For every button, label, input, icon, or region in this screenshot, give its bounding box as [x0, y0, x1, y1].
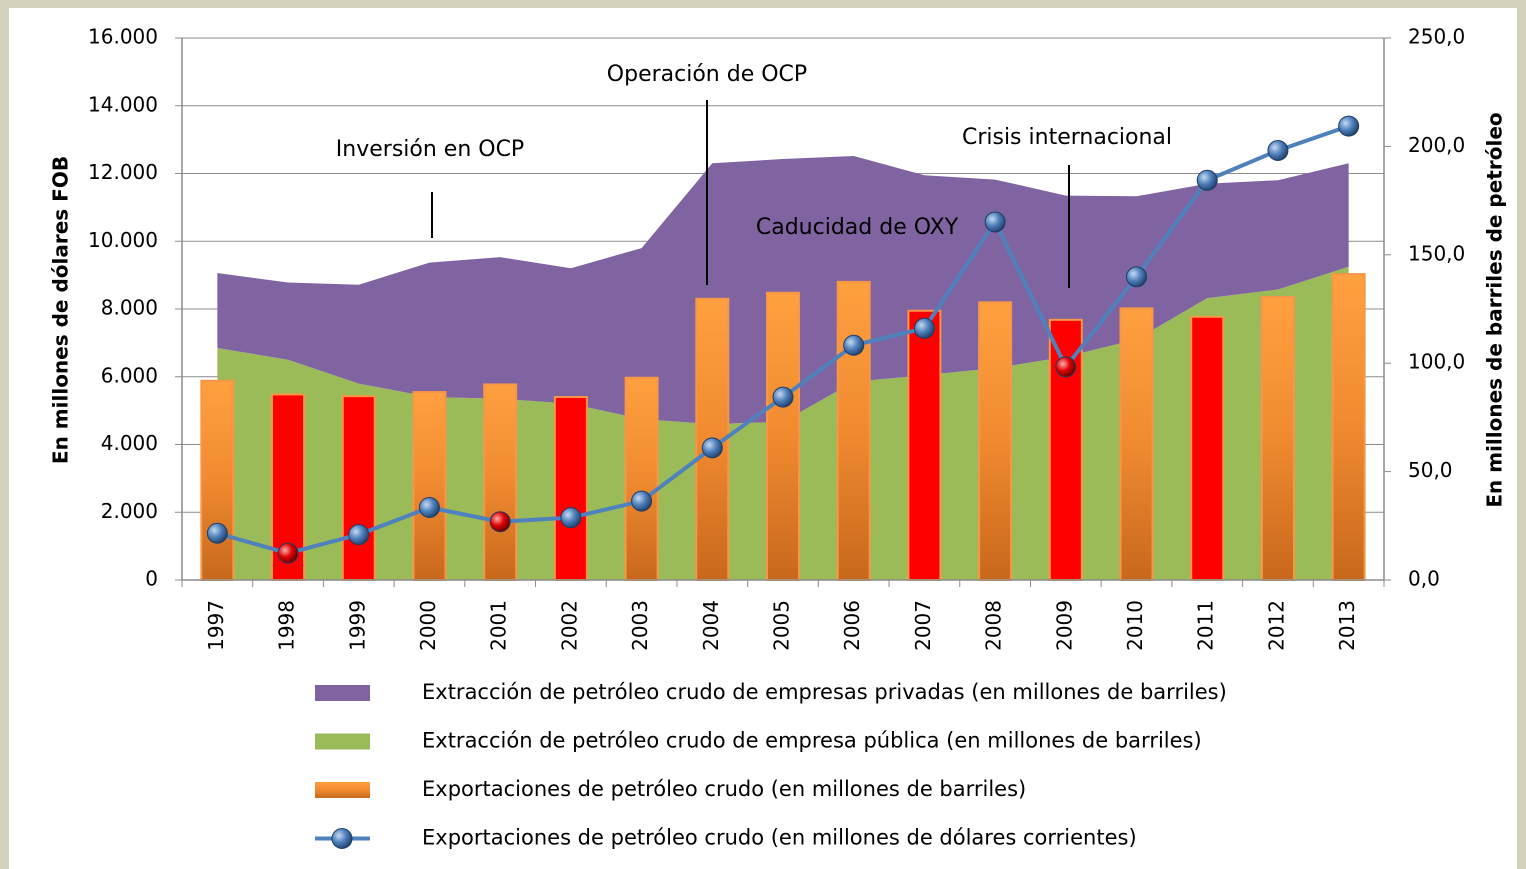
- y-tick-label: 10.000: [88, 228, 158, 252]
- marker: [277, 542, 299, 564]
- marker: [1055, 356, 1077, 378]
- y-tick-label: 16.000: [88, 25, 158, 49]
- bar: [1331, 273, 1366, 581]
- y-tick-label: 6.000: [101, 363, 158, 387]
- bar: [907, 309, 942, 581]
- x-tick-label: 2006: [840, 600, 864, 651]
- y-tick-label: 2.000: [101, 499, 158, 523]
- annotation: Crisis internacional: [962, 125, 1172, 150]
- y-tick-label: 14.000: [88, 92, 158, 116]
- bar: [766, 291, 800, 581]
- marker: [843, 334, 865, 356]
- marker: [913, 317, 935, 339]
- marker: [1338, 115, 1360, 137]
- marker: [1126, 266, 1148, 288]
- x-tick-label: 2004: [699, 600, 723, 651]
- x-tick-label: 2001: [487, 600, 511, 651]
- x-tick-label: 2005: [770, 600, 794, 651]
- marker: [418, 497, 440, 519]
- x-tick-label: 2003: [628, 600, 652, 651]
- legend-marker: [331, 828, 353, 849]
- annotation: Caducidad de OXY: [756, 215, 959, 240]
- y-tick-label: 4.000: [101, 431, 158, 455]
- bar: [624, 376, 659, 581]
- x-tick-label: 2002: [557, 600, 581, 651]
- x-tick-label: 2011: [1194, 600, 1218, 651]
- legend-swatch: [315, 733, 370, 750]
- marker: [1196, 169, 1218, 191]
- y-tick-label: 8.000: [101, 296, 158, 320]
- bar: [341, 395, 376, 581]
- y2-axis-title: En millones de barriles de petróleo: [1483, 112, 1507, 507]
- y2-tick-label: 250,0: [1408, 25, 1465, 49]
- x-tick-label: 1999: [345, 600, 369, 651]
- marker: [206, 522, 228, 544]
- legend-label: Exportaciones de petróleo crudo (en mill…: [422, 777, 1026, 801]
- y2-tick-label: 100,0: [1408, 350, 1465, 374]
- bar: [1260, 296, 1295, 581]
- x-tick-label: 2012: [1264, 600, 1288, 651]
- legend-label: Exportaciones de petróleo crudo (en mill…: [422, 826, 1137, 850]
- marker: [489, 511, 511, 533]
- x-tick-label: 2007: [911, 600, 935, 651]
- marker: [984, 211, 1006, 233]
- x-tick-label: 2008: [982, 600, 1006, 651]
- bar: [836, 280, 871, 581]
- annotation: Inversión en OCP: [336, 137, 524, 162]
- marker: [772, 386, 794, 408]
- marker: [701, 437, 723, 459]
- marker: [348, 524, 370, 546]
- bar: [483, 383, 518, 582]
- x-tick-label: 2013: [1335, 600, 1359, 651]
- legend-swatch: [315, 782, 370, 798]
- y2-tick-label: 0,0: [1408, 567, 1440, 591]
- marker: [631, 490, 653, 512]
- bar: [1119, 307, 1154, 581]
- legend-label: Extracción de petróleo crudo de empresa …: [422, 729, 1202, 753]
- x-tick-label: 1997: [204, 600, 228, 651]
- legend-swatch: [315, 685, 370, 701]
- bar: [553, 396, 588, 582]
- bar: [978, 301, 1013, 581]
- marker: [560, 507, 582, 529]
- y2-tick-label: 50,0: [1408, 458, 1453, 482]
- y2-tick-label: 200,0: [1408, 133, 1465, 157]
- marker: [1267, 139, 1289, 161]
- legend-label: Extracción de petróleo crudo de empresas…: [422, 680, 1227, 704]
- bar: [1190, 315, 1225, 581]
- bar: [412, 391, 447, 581]
- annotation: Operación de OCP: [607, 62, 807, 87]
- x-tick-label: 2010: [1123, 600, 1147, 651]
- x-tick-label: 1998: [275, 600, 299, 651]
- x-tick-label: 2000: [416, 600, 440, 651]
- y-axis-title: En millones de dólares FOB: [49, 156, 73, 464]
- area: [217, 155, 1349, 425]
- y-tick-label: 12.000: [88, 160, 158, 184]
- x-tick-label: 2009: [1052, 600, 1076, 651]
- y2-tick-label: 150,0: [1408, 241, 1465, 265]
- y-tick-label: 0: [145, 567, 158, 591]
- bar: [200, 379, 235, 581]
